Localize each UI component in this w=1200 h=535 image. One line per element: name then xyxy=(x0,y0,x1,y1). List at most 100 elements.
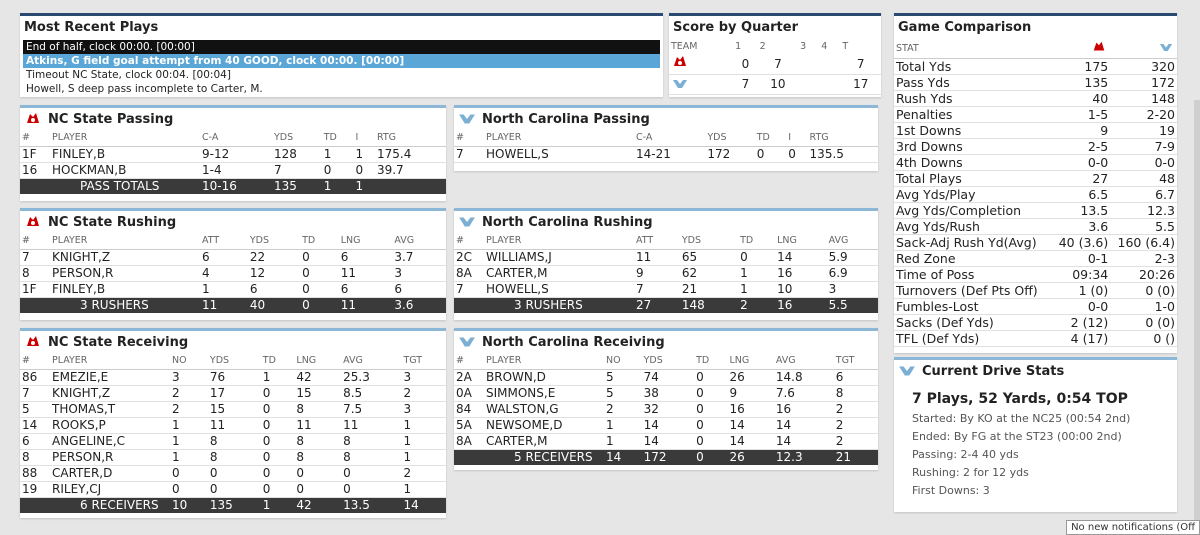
totals-cell: 40 xyxy=(247,297,301,313)
table-cell: 8 xyxy=(20,449,50,466)
table-row: 8 PERSON,R 4 12 0 11 3 xyxy=(20,265,446,282)
score-panel: Score by Quarter TEAM 1 2 3 4 T 0 7 7 7 … xyxy=(669,13,881,97)
table-row: 84 WALSTON,G 2 32 0 16 16 2 xyxy=(454,401,878,418)
table-cell: 65 xyxy=(679,249,739,266)
comparison-stat-label: Turnovers (Def Pts Off) xyxy=(894,282,1053,299)
column-header: YDS xyxy=(247,233,301,250)
totals-cell: 1 xyxy=(353,178,375,194)
comparison-stat-value: 2-20 xyxy=(1110,106,1177,123)
totals-cell: 27 xyxy=(634,297,680,313)
table-cell: 8 xyxy=(294,433,342,450)
totals-cell: 2 xyxy=(738,297,776,313)
unc-logo-icon xyxy=(458,214,476,230)
comparison-stat-value: 5.5 xyxy=(1110,218,1177,235)
totals-cell: PASS TOTALS xyxy=(50,178,200,194)
table-cell: 1 xyxy=(170,433,208,450)
table-cell: 1F xyxy=(20,281,50,298)
table-cell: 7 xyxy=(454,146,484,163)
unc-logo-icon xyxy=(898,363,916,379)
totals-cell: 3 RUSHERS xyxy=(50,297,200,313)
table-cell: 76 xyxy=(207,369,261,386)
table-cell: 14 xyxy=(775,249,827,266)
table-row: 7 HOWELL,S 7 21 1 10 3 xyxy=(454,281,878,298)
table-cell: 14 xyxy=(727,433,774,450)
notification-toast[interactable]: No new notifications (Off xyxy=(1066,520,1200,535)
column-header: AVG xyxy=(826,233,878,250)
table-cell: 5 xyxy=(604,385,642,402)
comparison-row: TFL (Def Yds) 4 (17) 0 () xyxy=(894,330,1177,347)
comparison-stat-value: 1-0 xyxy=(1110,298,1177,315)
totals-cell: 10-16 xyxy=(200,178,272,194)
table-cell: ROOKS,P xyxy=(50,417,170,434)
ncs-receiving-panel: NC State Receiving # PLAYER NO YDS TD LNG AVG T… xyxy=(20,328,446,518)
comparison-stat-value: 0-0 xyxy=(1052,154,1111,171)
totals-row: 5 RECEIVERS 14 172 0 26 12.3 21 xyxy=(454,449,878,465)
table-cell: 1 xyxy=(401,433,446,450)
table-cell: 3 xyxy=(401,401,446,418)
table-row: 1F FINLEY,B 1 6 0 6 6 xyxy=(20,281,446,298)
unc-passing-title: North Carolina Passing xyxy=(482,111,650,127)
table-cell: 1 xyxy=(738,265,776,282)
table-cell: 6.9 xyxy=(826,265,878,282)
table-cell: 5.9 xyxy=(826,249,878,266)
table-cell: CARTER,M xyxy=(484,433,604,450)
table-cell: NEWSOME,D xyxy=(484,417,604,434)
totals-cell: 16 xyxy=(775,297,827,313)
table-cell: 3.7 xyxy=(392,249,446,266)
score-ncs-q1: 0 xyxy=(733,54,758,75)
table-cell: 16 xyxy=(773,401,834,418)
table-row: 86 EMEZIE,E 3 76 1 42 25.3 3 xyxy=(20,369,446,386)
comparison-stat-value: 1 (0) xyxy=(1052,282,1111,299)
table-cell: 0 xyxy=(754,146,787,163)
table-cell: 128 xyxy=(271,146,322,163)
table-row: 5A NEWSOME,D 1 14 0 14 14 2 xyxy=(454,417,878,434)
totals-cell: 1 xyxy=(321,178,354,194)
table-cell: WALSTON,G xyxy=(484,401,604,418)
table-cell: 0 xyxy=(300,249,339,266)
totals-cell: 3.6 xyxy=(392,297,446,313)
table-cell: 14 xyxy=(773,433,834,450)
table-row: 14 ROOKS,P 1 11 0 11 11 1 xyxy=(20,417,446,434)
table-cell: 15 xyxy=(207,401,261,418)
table-cell: FINLEY,B xyxy=(50,146,200,163)
comparison-table: STAT Total Yds 175 320 Pass Yds 135 172 Rush Y… xyxy=(894,38,1177,347)
table-cell: PERSON,R xyxy=(50,449,170,466)
table-cell: 11 xyxy=(207,417,261,434)
score-ncs-q2: 7 xyxy=(757,54,799,75)
table-cell: 0 xyxy=(694,401,728,418)
table-cell: 7.5 xyxy=(341,401,402,418)
table-cell: 2 xyxy=(401,385,446,402)
totals-cell: 1 xyxy=(260,497,295,513)
drive-title: Current Drive Stats xyxy=(922,363,1065,379)
table-cell: 16 xyxy=(20,162,50,179)
table-cell: 8 xyxy=(341,433,402,450)
totals-cell: 12.3 xyxy=(773,449,834,465)
table-cell: 88 xyxy=(20,465,50,482)
table-cell: 2 xyxy=(604,401,642,418)
unc-logo-icon xyxy=(458,111,476,127)
table-cell: 5A xyxy=(454,417,484,434)
ncstate-wolf-logo-icon xyxy=(24,334,42,350)
comparison-title: Game Comparison xyxy=(898,19,1032,35)
totals-cell: 13.5 xyxy=(341,497,402,513)
column-header: C-A xyxy=(200,130,272,147)
unc-receiving-title: North Carolina Receiving xyxy=(482,334,665,350)
table-cell: CARTER,M xyxy=(484,265,634,282)
comparison-stat-value: 09:34 xyxy=(1052,266,1111,283)
column-header: # xyxy=(454,353,484,370)
comparison-stat-value: 4 (17) xyxy=(1052,330,1111,347)
comparison-stat-label: Avg Yds/Play xyxy=(894,186,1053,203)
comparison-stat-label: Pass Yds xyxy=(894,74,1053,91)
table-cell: 0 xyxy=(321,162,354,179)
recent-plays-panel: Most Recent Plays End of half, clock 00:… xyxy=(20,13,663,97)
comparison-stat-label: Fumbles-Lost xyxy=(894,298,1053,315)
comparison-stat-value: 0 (0) xyxy=(1110,314,1177,331)
page-scrollbar[interactable] xyxy=(1194,100,1200,520)
table-cell: 12 xyxy=(247,265,301,282)
ncstate-wolf-logo-icon xyxy=(671,54,689,70)
column-header: TD xyxy=(754,130,787,147)
totals-cell: 0 xyxy=(300,297,339,313)
column-header: PLAYER xyxy=(50,353,170,370)
totals-cell: 11 xyxy=(200,297,248,313)
table-cell: 1 xyxy=(170,449,208,466)
